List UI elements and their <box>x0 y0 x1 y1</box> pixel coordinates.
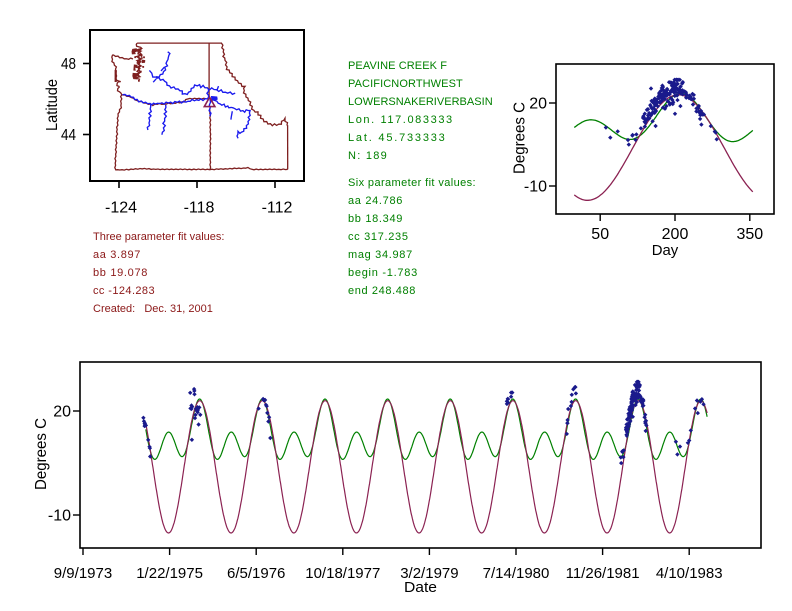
svg-text:4/10/1983: 4/10/1983 <box>656 565 723 582</box>
svg-text:aa 24.786: aa 24.786 <box>348 195 403 207</box>
svg-text:mag 34.987: mag 34.987 <box>348 249 413 261</box>
svg-text:Lat. 45.733333: Lat. 45.733333 <box>348 132 447 144</box>
svg-text:cc -124.283: cc -124.283 <box>93 285 155 297</box>
svg-text:9/9/1973: 9/9/1973 <box>54 565 112 582</box>
svg-text:Lon. 117.083333: Lon. 117.083333 <box>348 114 454 126</box>
svg-text:350: 350 <box>736 226 763 243</box>
svg-text:3/2/1979: 3/2/1979 <box>400 565 458 582</box>
svg-text:Degrees C: Degrees C <box>33 418 50 490</box>
svg-text:Day: Day <box>652 242 679 259</box>
svg-text:-118: -118 <box>184 200 215 217</box>
svg-text:end 248.488: end 248.488 <box>348 285 416 297</box>
svg-text:PACIFICNORTHWEST: PACIFICNORTHWEST <box>348 78 463 90</box>
svg-text:6/5/1976: 6/5/1976 <box>227 565 285 582</box>
svg-text:Six parameter fit values:: Six parameter fit values: <box>348 177 476 189</box>
svg-text:20: 20 <box>529 96 547 113</box>
svg-text:begin -1.783: begin -1.783 <box>348 267 418 279</box>
svg-text:-112: -112 <box>262 200 293 217</box>
svg-text:-10: -10 <box>524 179 547 196</box>
svg-text:Degrees C: Degrees C <box>512 102 529 174</box>
svg-text:Created: Dec. 31, 2001: Created: Dec. 31, 2001 <box>93 303 213 315</box>
svg-text:LOWERSNAKERIVERBASIN: LOWERSNAKERIVERBASIN <box>348 96 493 108</box>
svg-text:cc 317.235: cc 317.235 <box>348 231 409 243</box>
svg-text:bb 18.349: bb 18.349 <box>348 213 403 225</box>
svg-text:Latitude: Latitude <box>44 79 61 131</box>
svg-text:48: 48 <box>61 56 76 73</box>
svg-text:-10: -10 <box>48 508 71 525</box>
svg-text:bb 19.078: bb 19.078 <box>93 267 148 279</box>
svg-text:50: 50 <box>591 226 609 243</box>
svg-text:aa 3.897: aa 3.897 <box>93 249 141 261</box>
svg-text:11/26/1981: 11/26/1981 <box>566 565 640 582</box>
svg-text:1/22/1975: 1/22/1975 <box>136 565 203 582</box>
svg-text:Three parameter fit values:: Three parameter fit values: <box>93 231 224 243</box>
svg-text:7/14/1980: 7/14/1980 <box>483 565 550 582</box>
svg-text:PEAVINE CREEK F: PEAVINE CREEK F <box>348 60 447 72</box>
svg-text:10/18/1977: 10/18/1977 <box>305 565 380 582</box>
svg-text:N: 189: N: 189 <box>348 150 388 162</box>
svg-text:20: 20 <box>53 404 71 421</box>
svg-text:-124: -124 <box>105 200 137 217</box>
svg-text:44: 44 <box>61 127 76 144</box>
svg-text:200: 200 <box>662 226 689 243</box>
svg-text:Date: Date <box>404 579 437 596</box>
